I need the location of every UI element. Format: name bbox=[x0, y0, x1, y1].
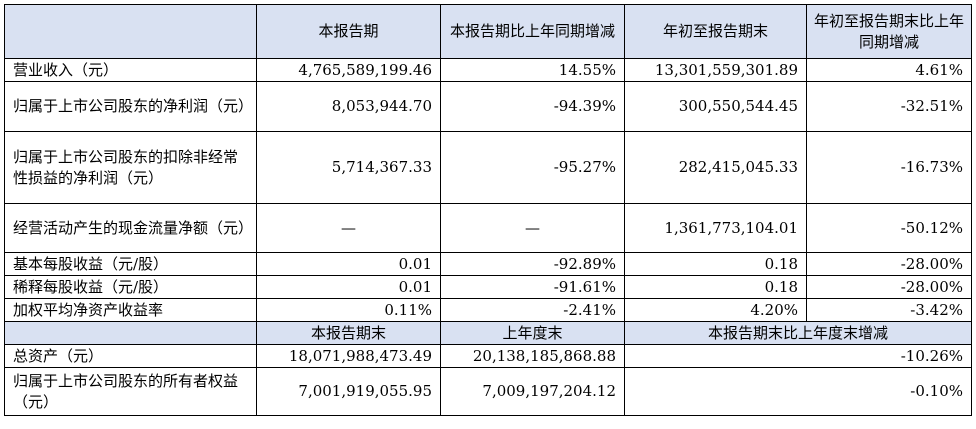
row-label: 稀释每股收益（元/股） bbox=[4, 275, 257, 299]
header-row-2: 本报告期末 上年度末 本报告期末比上年度末增减 bbox=[4, 321, 972, 345]
table-row: 总资产（元） 18,071,988,473.49 20,138,185,868.… bbox=[4, 344, 972, 368]
cell-value: -0.10% bbox=[624, 367, 972, 416]
row-label: 基本每股收益（元/股） bbox=[4, 252, 257, 276]
cell-value: -2.41% bbox=[440, 298, 625, 322]
cell-value: 0.18 bbox=[624, 275, 807, 299]
cell-value: 0.11% bbox=[256, 298, 441, 322]
row-label: 经营活动产生的现金流量净额（元） bbox=[4, 203, 257, 253]
cell-value: 14.55% bbox=[440, 58, 625, 82]
financial-indicators-table: 本报告期 本报告期比上年同期增减 年初至报告期末 年初至报告期末比上年同期增减 … bbox=[4, 4, 972, 416]
cell-value: 0.18 bbox=[624, 252, 807, 276]
cell-value: -28.00% bbox=[806, 275, 972, 299]
table-row: 归属于上市公司股东的所有者权益（元） 7,001,919,055.95 7,00… bbox=[4, 367, 972, 416]
cell-value: -94.39% bbox=[440, 81, 625, 132]
cell-value: 0.01 bbox=[256, 275, 441, 299]
table-row: 归属于上市公司股东的扣除非经常性损益的净利润（元） 5,714,367.33 -… bbox=[4, 131, 972, 204]
cell-value: -50.12% bbox=[806, 203, 972, 253]
cell-value: -92.89% bbox=[440, 252, 625, 276]
cell-value: -28.00% bbox=[806, 252, 972, 276]
cell-value: -10.26% bbox=[624, 344, 972, 368]
cell-value: 20,138,185,868.88 bbox=[440, 344, 625, 368]
table-row: 稀释每股收益（元/股） 0.01 -91.61% 0.18 -28.00% bbox=[4, 275, 972, 299]
cell-value: 4,765,589,199.46 bbox=[256, 58, 441, 82]
cell-value: 300,550,544.45 bbox=[624, 81, 807, 132]
header-period-end: 本报告期末 bbox=[256, 321, 441, 345]
cell-value: 8,053,944.70 bbox=[256, 81, 441, 132]
cell-value: — bbox=[440, 203, 625, 253]
cell-value: 1,361,773,104.01 bbox=[624, 203, 807, 253]
cell-value: 282,415,045.33 bbox=[624, 131, 807, 204]
table-row: 加权平均净资产收益率 0.11% -2.41% 4.20% -3.42% bbox=[4, 298, 972, 322]
cell-value: 7,009,197,204.12 bbox=[440, 367, 625, 416]
header-current-period-yoy: 本报告期比上年同期增减 bbox=[440, 4, 625, 59]
row-label: 归属于上市公司股东的净利润（元） bbox=[4, 81, 257, 132]
cell-value: 5,714,367.33 bbox=[256, 131, 441, 204]
table-row: 基本每股收益（元/股） 0.01 -92.89% 0.18 -28.00% bbox=[4, 252, 972, 276]
cell-value: -95.27% bbox=[440, 131, 625, 204]
row-label: 归属于上市公司股东的所有者权益（元） bbox=[4, 367, 257, 416]
cell-value: — bbox=[256, 203, 441, 253]
table-row: 经营活动产生的现金流量净额（元） — — 1,361,773,104.01 -5… bbox=[4, 203, 972, 253]
cell-value: 13,301,559,301.89 bbox=[624, 58, 807, 82]
row-label: 总资产（元） bbox=[4, 344, 257, 368]
cell-value: -91.61% bbox=[440, 275, 625, 299]
header-ytd: 年初至报告期末 bbox=[624, 4, 807, 59]
header-blank-cell bbox=[4, 4, 257, 59]
header-row-1: 本报告期 本报告期比上年同期增减 年初至报告期末 年初至报告期末比上年同期增减 bbox=[4, 4, 972, 59]
header-blank-cell bbox=[4, 321, 257, 345]
cell-value: 0.01 bbox=[256, 252, 441, 276]
header-period-end-change: 本报告期末比上年度末增减 bbox=[624, 321, 972, 345]
row-label: 归属于上市公司股东的扣除非经常性损益的净利润（元） bbox=[4, 131, 257, 204]
header-current-period: 本报告期 bbox=[256, 4, 441, 59]
header-ytd-yoy: 年初至报告期末比上年同期增减 bbox=[806, 4, 972, 59]
cell-value: -32.51% bbox=[806, 81, 972, 132]
cell-value: -3.42% bbox=[806, 298, 972, 322]
cell-value: -16.73% bbox=[806, 131, 972, 204]
cell-value: 4.61% bbox=[806, 58, 972, 82]
cell-value: 4.20% bbox=[624, 298, 807, 322]
cell-value: 18,071,988,473.49 bbox=[256, 344, 441, 368]
table-row: 归属于上市公司股东的净利润（元） 8,053,944.70 -94.39% 30… bbox=[4, 81, 972, 132]
header-prior-year-end: 上年度末 bbox=[440, 321, 625, 345]
row-label: 加权平均净资产收益率 bbox=[4, 298, 257, 322]
table-row: 营业收入（元） 4,765,589,199.46 14.55% 13,301,5… bbox=[4, 58, 972, 82]
cell-value: 7,001,919,055.95 bbox=[256, 367, 441, 416]
row-label: 营业收入（元） bbox=[4, 58, 257, 82]
